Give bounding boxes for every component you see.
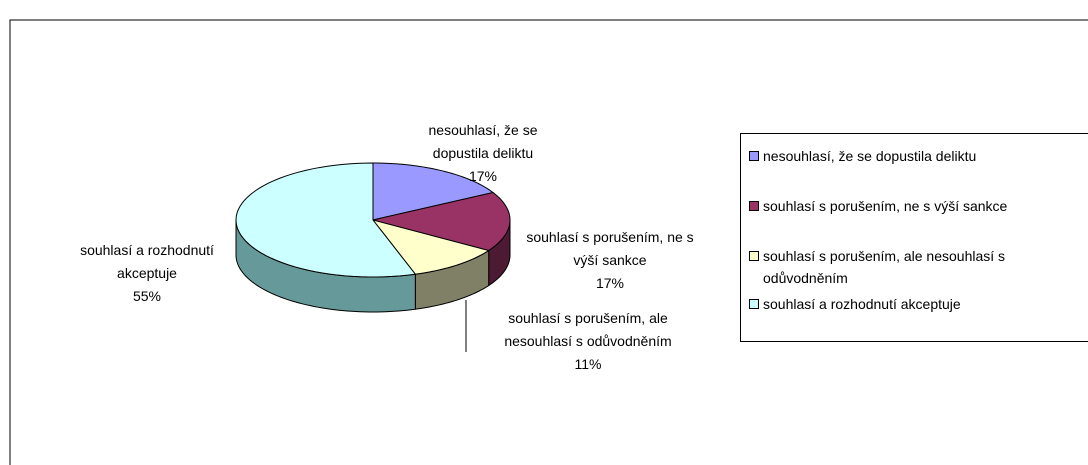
legend-swatch: [749, 201, 759, 211]
label-value: 17%: [468, 168, 498, 184]
legend-item: souhlasí s porušením, ale nesouhlasí s o…: [749, 245, 1088, 289]
data-label: souhlasí a rozhodnutí akceptuje 55%: [72, 239, 222, 308]
legend-label: souhlasí s porušením, ne s výší sankce: [763, 198, 1008, 214]
label-value: 55%: [132, 288, 162, 304]
legend-label: nesouhlasí, že se dopustila deliktu: [763, 148, 977, 164]
data-label: souhlasí s porušením, ale nesouhlasí s o…: [496, 307, 680, 376]
data-label: nesouhlasí, že se dopustila deliktu 17%: [408, 119, 558, 188]
legend: nesouhlasí, že se dopustila deliktu souh…: [740, 133, 1088, 342]
slice: [371, 219, 490, 275]
legend-item: souhlasí a rozhodnutí akceptuje: [749, 293, 1088, 315]
legend-swatch: [749, 299, 759, 309]
legend-label: souhlasí a rozhodnutí akceptuje: [763, 296, 961, 312]
label-name: souhlasí s porušením, ne s výší sankce: [526, 229, 694, 268]
slice: [372, 192, 511, 252]
label-value: 11%: [574, 356, 602, 372]
data-label: souhlasí s porušením, ne s výší sankce 17…: [524, 226, 696, 295]
label-name: nesouhlasí, že se dopustila deliktu: [428, 122, 538, 161]
label-name: souhlasí a rozhodnutí akceptuje: [80, 242, 214, 281]
legend-swatch: [749, 151, 759, 161]
legend-label: souhlasí s porušením, ale nesouhlasí s o…: [763, 248, 1006, 286]
slice: [235, 162, 417, 278]
legend-item: nesouhlasí, že se dopustila deliktu: [749, 145, 1088, 167]
slice: [372, 162, 495, 221]
legend-swatch: [749, 251, 759, 261]
legend-item: souhlasí s porušením, ne s výší sankce: [749, 195, 1088, 217]
label-value: 17%: [595, 275, 625, 291]
label-name: souhlasí s porušením, ale nesouhlasí s o…: [504, 310, 672, 349]
